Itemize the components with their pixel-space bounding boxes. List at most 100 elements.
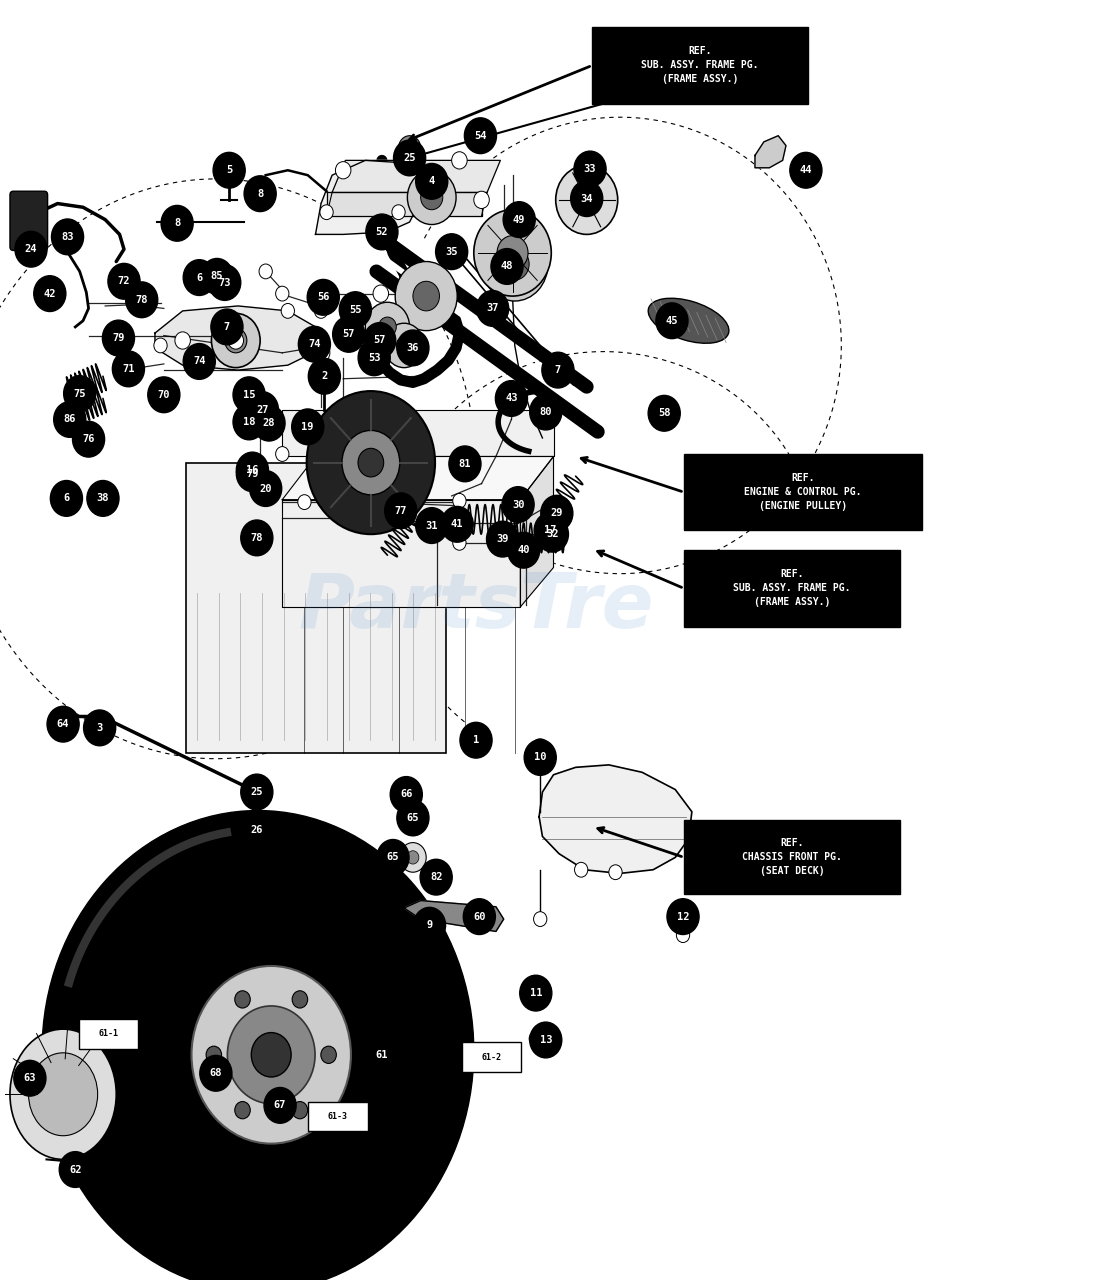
Circle shape — [365, 1037, 399, 1073]
Text: 86: 86 — [63, 415, 76, 425]
Circle shape — [556, 165, 618, 234]
Text: 57: 57 — [373, 335, 386, 346]
Circle shape — [237, 456, 268, 492]
Text: 42: 42 — [43, 288, 56, 298]
Text: 79: 79 — [246, 468, 259, 479]
Circle shape — [474, 191, 489, 209]
Circle shape — [384, 324, 424, 367]
Circle shape — [235, 1102, 250, 1119]
Circle shape — [453, 494, 466, 508]
Circle shape — [225, 328, 247, 353]
Text: 43: 43 — [505, 393, 518, 403]
Circle shape — [520, 975, 551, 1011]
Circle shape — [497, 236, 528, 270]
Circle shape — [244, 175, 277, 211]
Circle shape — [572, 184, 601, 215]
Circle shape — [379, 317, 396, 337]
Circle shape — [232, 376, 266, 412]
Circle shape — [461, 722, 492, 758]
Circle shape — [666, 899, 700, 934]
Text: REF.
CHASSIS FRONT PG.
(SEAT DECK): REF. CHASSIS FRONT PG. (SEAT DECK) — [742, 838, 842, 877]
Text: 85: 85 — [210, 271, 224, 282]
Text: 45: 45 — [665, 316, 679, 325]
Circle shape — [399, 801, 427, 835]
Circle shape — [83, 710, 115, 746]
Circle shape — [391, 777, 423, 813]
Text: 65: 65 — [406, 813, 420, 823]
Text: 35: 35 — [445, 247, 458, 257]
Circle shape — [534, 512, 566, 548]
Circle shape — [401, 332, 416, 349]
Text: 25: 25 — [250, 787, 263, 797]
Text: 4: 4 — [428, 177, 435, 187]
Circle shape — [162, 205, 193, 241]
Ellipse shape — [649, 298, 728, 343]
Circle shape — [246, 780, 268, 804]
Circle shape — [307, 279, 339, 315]
Circle shape — [335, 161, 351, 179]
Text: 58: 58 — [658, 408, 671, 419]
Circle shape — [86, 480, 120, 516]
Polygon shape — [332, 160, 500, 192]
Text: 67: 67 — [273, 1101, 287, 1110]
Polygon shape — [327, 192, 482, 216]
Text: 81: 81 — [458, 458, 472, 468]
Circle shape — [511, 535, 525, 550]
Text: 10: 10 — [534, 753, 547, 763]
Circle shape — [332, 316, 364, 352]
Text: 2: 2 — [321, 371, 328, 381]
Circle shape — [314, 303, 328, 319]
Circle shape — [235, 991, 250, 1009]
Text: 74: 74 — [308, 339, 321, 349]
Text: 61: 61 — [375, 1050, 389, 1060]
Circle shape — [208, 265, 241, 301]
FancyBboxPatch shape — [186, 462, 446, 753]
Circle shape — [384, 493, 416, 529]
Text: 8: 8 — [174, 219, 180, 228]
Text: 75: 75 — [73, 389, 86, 398]
Circle shape — [541, 352, 573, 388]
Text: 61-3: 61-3 — [328, 1112, 348, 1121]
Text: 6: 6 — [63, 493, 70, 503]
Circle shape — [396, 800, 428, 836]
Circle shape — [426, 865, 448, 890]
Text: 55: 55 — [349, 305, 362, 315]
Text: 11: 11 — [529, 988, 542, 998]
Text: 71: 71 — [122, 364, 135, 374]
Circle shape — [250, 471, 281, 507]
Text: 7: 7 — [224, 323, 230, 332]
Text: 74: 74 — [193, 356, 206, 366]
Circle shape — [507, 532, 540, 568]
Circle shape — [571, 180, 603, 216]
Text: 41: 41 — [451, 520, 464, 530]
Circle shape — [292, 1102, 308, 1119]
Circle shape — [241, 774, 272, 810]
Circle shape — [373, 285, 389, 302]
Circle shape — [292, 410, 323, 444]
Circle shape — [228, 332, 244, 349]
Ellipse shape — [29, 1053, 97, 1135]
Circle shape — [534, 986, 547, 1001]
Text: 56: 56 — [317, 292, 330, 302]
Circle shape — [183, 260, 215, 296]
Text: 27: 27 — [256, 404, 269, 415]
Circle shape — [237, 452, 268, 488]
Text: 62: 62 — [69, 1165, 82, 1175]
Circle shape — [51, 219, 84, 255]
Circle shape — [199, 1056, 232, 1091]
Text: 49: 49 — [513, 215, 526, 224]
Text: 36: 36 — [406, 343, 420, 353]
Circle shape — [464, 899, 495, 934]
Circle shape — [435, 234, 467, 270]
FancyBboxPatch shape — [308, 1102, 368, 1132]
Text: 70: 70 — [157, 390, 170, 399]
Text: 12: 12 — [676, 911, 690, 922]
Text: 13: 13 — [539, 1036, 552, 1044]
Circle shape — [42, 810, 474, 1280]
Circle shape — [575, 863, 588, 877]
Circle shape — [395, 494, 408, 509]
Polygon shape — [539, 765, 692, 873]
Polygon shape — [282, 410, 554, 457]
Text: 1: 1 — [473, 735, 479, 745]
Circle shape — [251, 1033, 291, 1076]
